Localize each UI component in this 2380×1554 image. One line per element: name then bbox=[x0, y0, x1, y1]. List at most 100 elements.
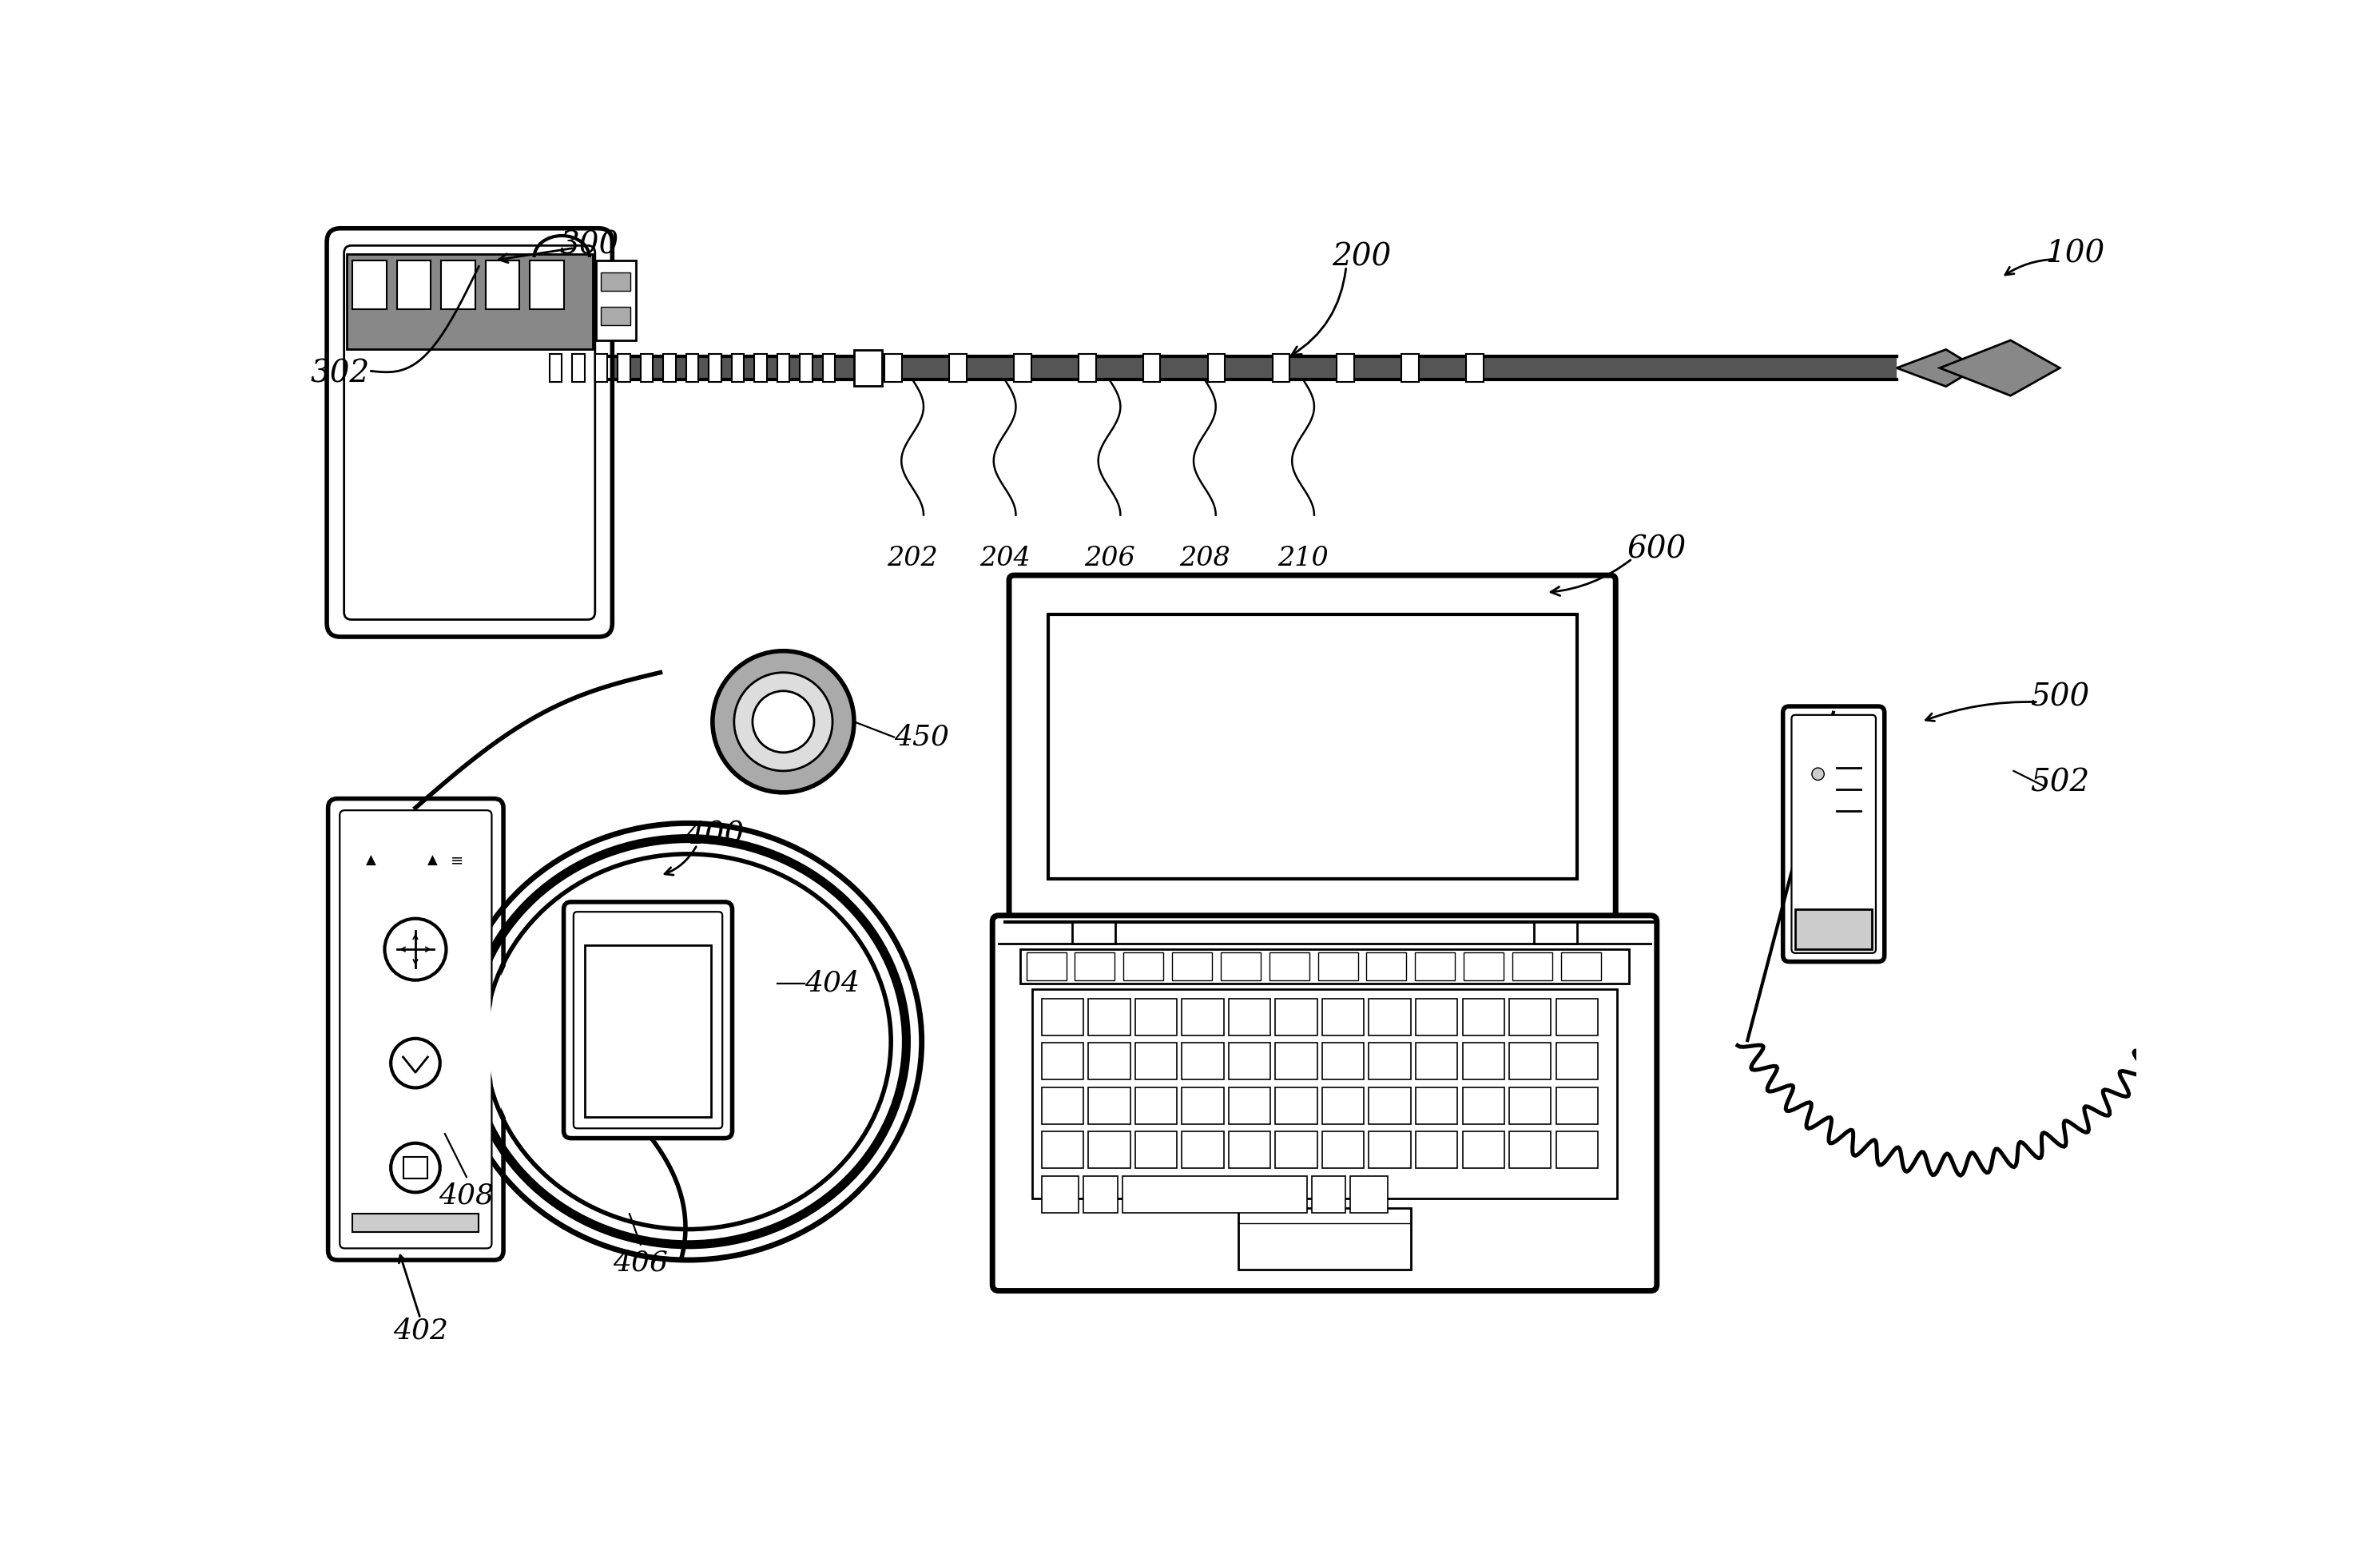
Bar bbox=[1276, 1043, 1316, 1080]
Bar bbox=[1183, 999, 1223, 1035]
Bar bbox=[1123, 953, 1164, 981]
Circle shape bbox=[386, 918, 445, 981]
Bar bbox=[1221, 953, 1261, 981]
Text: 500: 500 bbox=[2030, 682, 2090, 712]
Bar bbox=[1511, 953, 1552, 981]
Bar bbox=[1461, 1088, 1504, 1124]
Bar bbox=[352, 1214, 478, 1232]
Bar bbox=[640, 354, 652, 382]
Bar bbox=[1142, 354, 1161, 382]
Bar bbox=[1466, 354, 1483, 382]
Bar bbox=[1042, 999, 1083, 1035]
Text: 300: 300 bbox=[559, 230, 619, 260]
Bar bbox=[778, 354, 790, 382]
Bar bbox=[1416, 1088, 1457, 1124]
Bar bbox=[1088, 1088, 1130, 1124]
Circle shape bbox=[1811, 768, 1823, 780]
Bar bbox=[1088, 1043, 1130, 1080]
Bar bbox=[1461, 1043, 1504, 1080]
FancyBboxPatch shape bbox=[345, 246, 595, 620]
Bar bbox=[1338, 354, 1354, 382]
Bar bbox=[1509, 1043, 1552, 1080]
Text: 204: 204 bbox=[978, 545, 1031, 572]
Bar bbox=[1269, 953, 1309, 981]
FancyBboxPatch shape bbox=[328, 799, 505, 1260]
Bar bbox=[854, 350, 881, 385]
Bar bbox=[1323, 1131, 1364, 1169]
Bar bbox=[1276, 1131, 1316, 1169]
Bar bbox=[685, 354, 697, 382]
Bar bbox=[1416, 1043, 1457, 1080]
Bar bbox=[1042, 1043, 1083, 1080]
Bar bbox=[1021, 949, 1630, 984]
Bar bbox=[1171, 953, 1211, 981]
Bar bbox=[731, 354, 745, 382]
Bar bbox=[571, 354, 585, 382]
Bar bbox=[1557, 1131, 1597, 1169]
Bar bbox=[1042, 1176, 1078, 1212]
Bar bbox=[1047, 614, 1578, 878]
Bar bbox=[1557, 1043, 1597, 1080]
Bar bbox=[1509, 1131, 1552, 1169]
Text: 402: 402 bbox=[393, 1318, 447, 1344]
Text: 406: 406 bbox=[614, 1249, 669, 1277]
Bar bbox=[1078, 354, 1095, 382]
Bar bbox=[1183, 1131, 1223, 1169]
Bar bbox=[547, 356, 1897, 379]
Bar bbox=[1368, 1088, 1411, 1124]
FancyBboxPatch shape bbox=[326, 228, 612, 637]
Text: 302: 302 bbox=[312, 359, 369, 388]
Circle shape bbox=[390, 1038, 440, 1088]
Bar bbox=[1416, 999, 1457, 1035]
Text: 502: 502 bbox=[2030, 768, 2090, 799]
Bar bbox=[1076, 953, 1114, 981]
Bar bbox=[550, 354, 562, 382]
Bar bbox=[595, 261, 635, 340]
Text: 408: 408 bbox=[438, 1183, 495, 1209]
Bar bbox=[800, 354, 812, 382]
Text: 404: 404 bbox=[804, 970, 859, 996]
Bar bbox=[1276, 999, 1316, 1035]
Bar bbox=[950, 354, 966, 382]
Text: 206: 206 bbox=[1083, 545, 1135, 572]
Bar bbox=[1026, 953, 1066, 981]
Text: 600: 600 bbox=[1628, 535, 1687, 564]
Bar bbox=[1228, 1088, 1271, 1124]
Circle shape bbox=[712, 651, 854, 793]
Bar bbox=[1228, 1043, 1271, 1080]
Bar bbox=[1416, 953, 1454, 981]
Bar bbox=[1014, 354, 1031, 382]
Bar bbox=[1461, 999, 1504, 1035]
Bar bbox=[1273, 354, 1290, 382]
Bar bbox=[1183, 1088, 1223, 1124]
FancyBboxPatch shape bbox=[340, 810, 493, 1248]
FancyBboxPatch shape bbox=[564, 901, 733, 1138]
Bar bbox=[600, 306, 631, 325]
Text: ▲: ▲ bbox=[428, 853, 438, 867]
Bar bbox=[1073, 922, 1116, 943]
Bar bbox=[1323, 1043, 1364, 1080]
Bar bbox=[709, 354, 721, 382]
Bar bbox=[402, 1156, 428, 1179]
Bar bbox=[1276, 1088, 1316, 1124]
Bar bbox=[1368, 1131, 1411, 1169]
Text: ▲: ▲ bbox=[367, 853, 376, 867]
Text: 100: 100 bbox=[2044, 239, 2104, 269]
Bar bbox=[1323, 1088, 1364, 1124]
Bar bbox=[1795, 909, 1873, 949]
Bar bbox=[1042, 1131, 1083, 1169]
Bar bbox=[1509, 999, 1552, 1035]
FancyBboxPatch shape bbox=[1783, 707, 1885, 962]
Bar bbox=[600, 272, 631, 291]
Bar bbox=[664, 354, 676, 382]
Bar bbox=[1183, 1043, 1223, 1080]
Bar bbox=[1319, 953, 1359, 981]
Bar bbox=[595, 354, 607, 382]
Bar bbox=[1402, 354, 1418, 382]
Polygon shape bbox=[1940, 340, 2059, 396]
FancyBboxPatch shape bbox=[1792, 715, 1875, 953]
Bar bbox=[1509, 1088, 1552, 1124]
Bar bbox=[1228, 1131, 1271, 1169]
Circle shape bbox=[733, 673, 833, 771]
Bar bbox=[1135, 1131, 1178, 1169]
